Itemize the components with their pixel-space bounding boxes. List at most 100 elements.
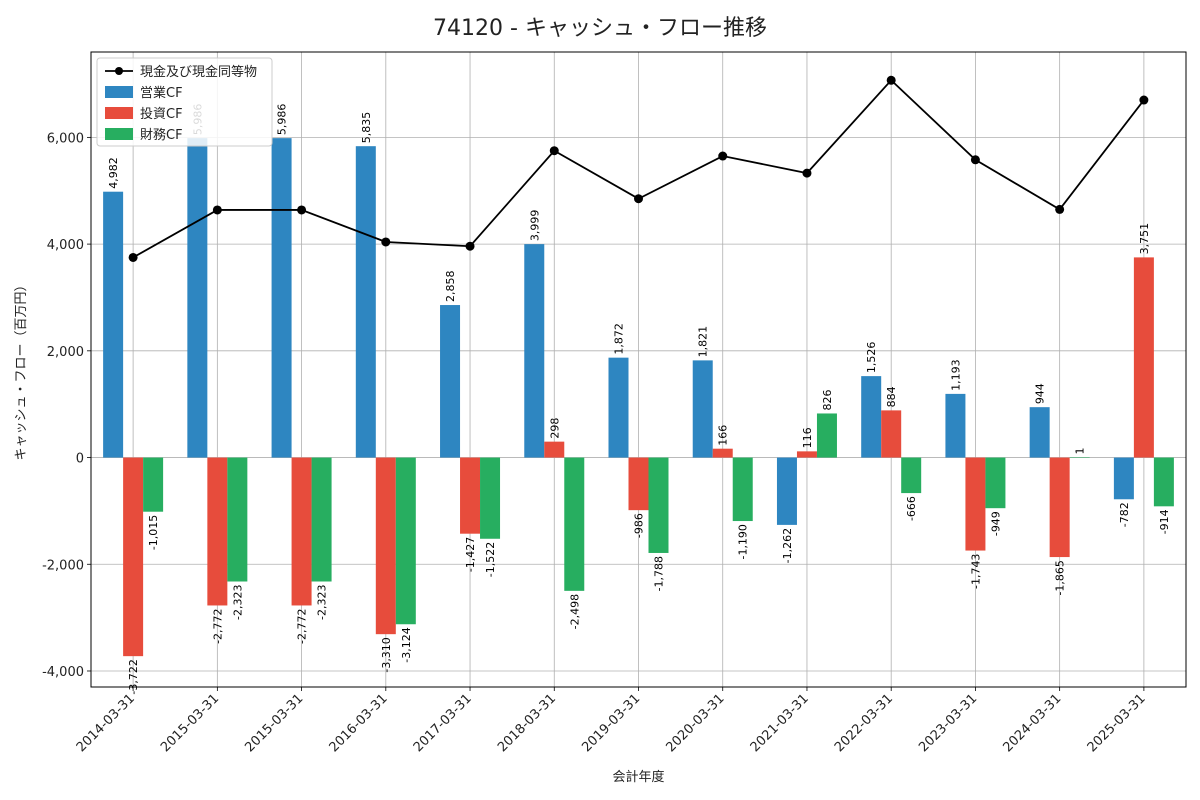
x-tick-label: 2014-03-31 [74, 691, 138, 755]
x-tick-label: 2016-03-31 [327, 691, 391, 755]
cash-point [1139, 95, 1149, 105]
y-tick-label: -2,000 [42, 558, 84, 573]
bar-data-label: -3,124 [400, 627, 413, 662]
cash-point [212, 205, 222, 215]
legend-swatch [105, 107, 133, 119]
bar-財務CF [901, 457, 922, 494]
cash-point [718, 151, 728, 161]
legend-swatch [105, 128, 133, 140]
bar-財務CF [564, 457, 585, 591]
legend-marker [115, 67, 123, 75]
y-tick-label: 6,000 [47, 131, 84, 146]
x-tick-label: 2022-03-31 [832, 691, 896, 755]
bar-投資CF [375, 457, 396, 635]
bar-data-label: -1,190 [737, 524, 750, 559]
bar-data-label: 826 [821, 389, 834, 410]
bar-営業CF [945, 393, 966, 458]
bar-data-label: -3,310 [380, 637, 393, 672]
bar-data-label: 1,872 [613, 323, 626, 355]
bar-営業CF [1113, 457, 1134, 500]
bar-営業CF [103, 191, 124, 458]
x-tick-label: 2020-03-31 [664, 691, 728, 755]
y-axis-label: キャッシュ・フロー（百万円） [14, 278, 29, 460]
x-tick-label: 2015-03-31 [242, 691, 306, 755]
bar-財務CF [1153, 457, 1174, 507]
cash-point [886, 75, 896, 85]
label-layer: 4,9825,9865,9865,8352,8583,9991,8721,821… [107, 104, 1171, 695]
cash-point [128, 252, 138, 262]
y-tick-label: 2,000 [47, 345, 84, 360]
legend-label: 投資CF [140, 106, 183, 122]
bar-data-label: 1 [1074, 447, 1087, 454]
bar-営業CF [692, 360, 713, 458]
y-tick-label: -4,000 [42, 665, 84, 680]
x-tick-label: 2018-03-31 [495, 691, 559, 755]
bar-data-label: -1,522 [484, 542, 497, 577]
bar-投資CF [1133, 257, 1154, 458]
cash-point [634, 194, 643, 204]
bar-営業CF [524, 244, 545, 458]
bar-財務CF [395, 457, 416, 625]
bar-財務CF [816, 413, 837, 458]
bar-財務CF [985, 457, 1006, 509]
bar-営業CF [440, 305, 461, 458]
bar-data-label: -914 [1158, 509, 1171, 534]
x-tick-label: 2021-03-31 [748, 691, 812, 755]
bar-data-label: -1,015 [147, 515, 160, 550]
bar-data-label: -986 [633, 513, 646, 538]
cash-point [1055, 204, 1065, 214]
bar-財務CF [732, 457, 753, 522]
bar-data-label: -2,772 [211, 608, 224, 643]
bar-投資CF [965, 457, 986, 551]
x-tick-label: 2024-03-31 [1000, 691, 1064, 755]
bar-data-label: 1,193 [949, 359, 962, 391]
bar-投資CF [207, 457, 228, 606]
cash-point [465, 241, 475, 251]
bar-営業CF [861, 376, 882, 458]
bar-data-label: -1,788 [653, 556, 666, 591]
bar-投資CF [460, 457, 481, 534]
bar-営業CF [608, 357, 629, 458]
line-layer [128, 75, 1149, 262]
bar-財務CF [143, 457, 164, 512]
legend-label: 営業CF [140, 85, 183, 101]
chart-title: 74120 - キャッシュ・フロー推移 [433, 16, 767, 41]
bar-営業CF [271, 138, 292, 458]
cash-point [297, 205, 307, 215]
x-tick-label: 2019-03-31 [579, 691, 643, 755]
bar-data-label: -1,427 [464, 537, 477, 572]
bar-data-label: 166 [717, 425, 730, 446]
bar-data-label: 5,835 [360, 112, 373, 144]
bar-営業CF [355, 146, 376, 458]
bar-財務CF [311, 457, 332, 582]
bar-投資CF [291, 457, 312, 606]
bar-data-label: 2,858 [444, 271, 457, 303]
bar-財務CF [648, 457, 669, 553]
bar-投資CF [712, 448, 733, 458]
bar-投資CF [796, 451, 817, 458]
x-tick-label: 2025-03-31 [1085, 691, 1149, 755]
cash-point [381, 237, 391, 247]
x-tick-label: 2015-03-31 [158, 691, 222, 755]
bar-data-label: -1,262 [781, 528, 794, 563]
bar-data-label: 3,999 [528, 210, 541, 242]
bar-data-label: -949 [989, 511, 1002, 536]
bar-data-label: -2,498 [568, 594, 581, 629]
bar-data-label: 1,526 [865, 342, 878, 374]
grid-layer [91, 52, 1186, 687]
bar-投資CF [544, 441, 565, 458]
bar-投資CF [123, 457, 144, 657]
bar-data-label: -3,722 [127, 659, 140, 694]
bar-data-label: -1,865 [1054, 560, 1067, 595]
bar-data-label: -782 [1118, 502, 1131, 527]
legend-label: 財務CF [140, 128, 183, 143]
bar-data-label: 1,821 [697, 326, 710, 358]
cash-point [549, 146, 559, 156]
bar-data-label: -2,323 [231, 585, 244, 620]
bar-投資CF [628, 457, 649, 511]
bar-data-label: -2,323 [316, 585, 329, 620]
bar-data-label: 884 [885, 386, 898, 407]
bar-data-label: 116 [801, 427, 814, 448]
